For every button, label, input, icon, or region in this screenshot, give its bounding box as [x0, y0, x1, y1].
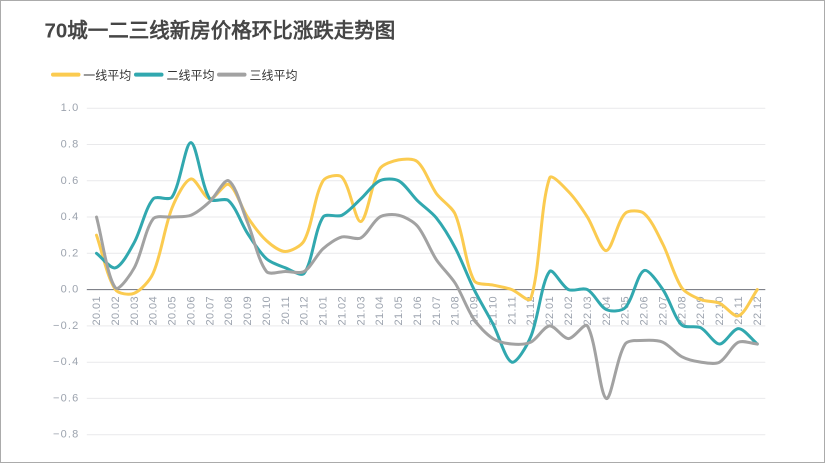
svg-text:20.11: 20.11 [280, 296, 292, 325]
svg-text:22.03: 22.03 [582, 296, 594, 326]
svg-text:21.04: 21.04 [374, 296, 386, 326]
svg-text:二线平均: 二线平均 [167, 69, 215, 83]
svg-text:21.01: 21.01 [318, 296, 330, 326]
svg-text:1.0: 1.0 [61, 102, 80, 114]
svg-text:22.09: 22.09 [695, 296, 707, 326]
svg-text:−0.4: −0.4 [53, 356, 80, 368]
svg-text:22.01: 22.01 [544, 296, 556, 326]
svg-text:22.12: 22.12 [752, 296, 764, 326]
svg-text:0.4: 0.4 [61, 211, 80, 223]
svg-text:21.11: 21.11 [506, 296, 518, 325]
svg-text:0.0: 0.0 [61, 284, 80, 296]
svg-text:22.06: 22.06 [639, 296, 651, 326]
svg-text:20.01: 20.01 [91, 296, 103, 326]
svg-text:20.06: 20.06 [185, 296, 197, 326]
svg-text:−0.8: −0.8 [53, 429, 80, 441]
svg-text:21.02: 21.02 [336, 296, 348, 326]
svg-text:−0.6: −0.6 [53, 392, 80, 404]
svg-text:22.11: 22.11 [733, 296, 745, 325]
svg-text:21.07: 21.07 [431, 296, 443, 326]
svg-text:21.05: 21.05 [393, 296, 405, 326]
svg-text:20.08: 20.08 [223, 296, 235, 326]
svg-text:三线平均: 三线平均 [250, 69, 298, 83]
svg-text:一线平均: 一线平均 [83, 69, 131, 83]
svg-text:20.03: 20.03 [129, 296, 141, 326]
svg-text:20.09: 20.09 [242, 296, 254, 326]
svg-text:21.03: 21.03 [355, 296, 367, 326]
svg-text:22.08: 22.08 [676, 296, 688, 326]
svg-text:70城一二三线新房价格环比涨跌走势图: 70城一二三线新房价格环比涨跌走势图 [45, 19, 396, 43]
svg-text:22.10: 22.10 [714, 296, 726, 326]
svg-text:−0.2: −0.2 [53, 320, 80, 332]
svg-text:0.2: 0.2 [61, 247, 80, 259]
svg-text:0.6: 0.6 [61, 175, 80, 187]
svg-text:21.06: 21.06 [412, 296, 424, 326]
svg-text:20.02: 20.02 [110, 296, 122, 326]
svg-text:20.05: 20.05 [167, 296, 179, 326]
svg-text:20.12: 20.12 [299, 296, 311, 326]
svg-text:21.10: 21.10 [488, 296, 500, 326]
svg-text:0.8: 0.8 [61, 139, 80, 151]
svg-text:21.12: 21.12 [525, 296, 537, 326]
svg-text:20.10: 20.10 [261, 296, 273, 326]
svg-text:20.07: 20.07 [204, 296, 216, 326]
svg-text:22.07: 22.07 [657, 296, 669, 326]
svg-text:20.04: 20.04 [148, 296, 160, 326]
svg-text:22.02: 22.02 [563, 296, 575, 326]
svg-text:21.08: 21.08 [450, 296, 462, 326]
